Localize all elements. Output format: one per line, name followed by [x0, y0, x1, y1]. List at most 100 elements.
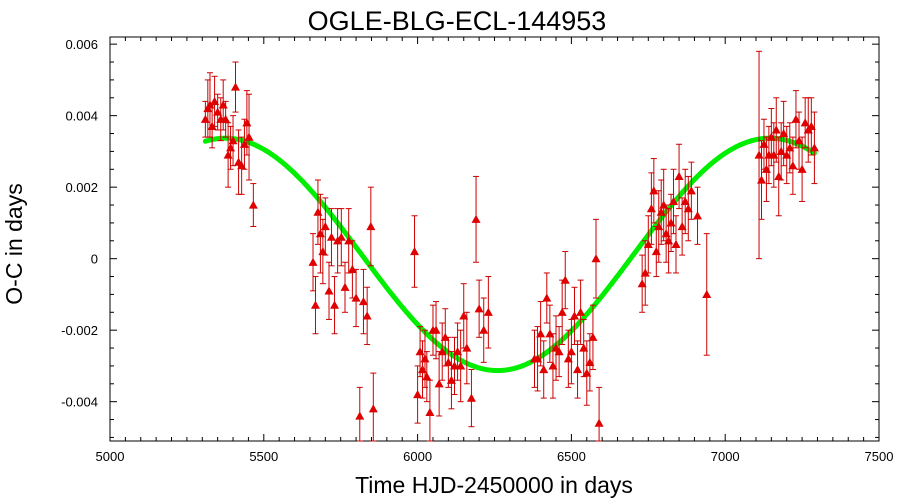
data-point: [776, 146, 786, 156]
data-point: [661, 229, 671, 238]
y-tick-label: 0.004: [65, 109, 98, 124]
axis-ticks: 5000 5500 6000 6500 7000 7500 -0.004 -0.002 0 0.0…: [61, 37, 893, 464]
data-point: [582, 368, 592, 377]
data-point: [771, 125, 781, 134]
data-point: [440, 332, 450, 341]
data-point: [573, 364, 583, 374]
data-point: [326, 232, 336, 241]
data-point: [420, 354, 430, 363]
data-point: [545, 329, 555, 338]
data-point: [669, 196, 679, 206]
data-point: [315, 229, 325, 238]
data-point: [471, 214, 481, 223]
fit-curve: [202, 135, 817, 374]
data-point: [355, 411, 365, 420]
data-point: [313, 207, 323, 216]
data-point: [330, 300, 340, 309]
data-point: [588, 332, 598, 341]
data-point: [318, 247, 328, 256]
data-point: [443, 357, 453, 366]
data-point: [368, 404, 378, 413]
data-point: [320, 221, 330, 231]
data-point: [563, 354, 573, 363]
plot-area: [109, 36, 880, 442]
data-point: [649, 186, 659, 195]
data-point: [671, 239, 681, 248]
data-point: [680, 196, 690, 206]
data-point: [431, 325, 441, 334]
data-point: [351, 293, 361, 302]
data-point: [466, 393, 476, 402]
data-point: [446, 375, 456, 384]
data-point: [425, 407, 435, 416]
data-point: [674, 171, 684, 181]
x-tick-label: 5500: [249, 449, 278, 464]
data-point: [594, 418, 604, 427]
data-point: [788, 161, 798, 170]
data-point: [453, 347, 463, 356]
chart-title: OGLE-BLG-ECL-144953: [308, 6, 607, 36]
data-point: [410, 247, 420, 256]
data-point: [754, 150, 764, 159]
x-tick-label: 7000: [711, 449, 740, 464]
x-tick-label: 6500: [557, 449, 586, 464]
y-axis-label: O-C in days: [1, 183, 27, 304]
data-point: [244, 132, 254, 141]
data-point: [548, 361, 558, 370]
data-point: [533, 354, 543, 363]
data-point: [591, 254, 601, 263]
data-point: [702, 289, 712, 299]
data-point: [677, 221, 687, 231]
y-tick-label: 0: [91, 252, 98, 267]
data-point: [637, 279, 647, 288]
data-point: [310, 300, 320, 309]
data-point: [797, 164, 807, 173]
data-point: [248, 200, 258, 209]
data-point: [231, 82, 241, 91]
data-point: [579, 343, 589, 352]
data-point: [666, 218, 676, 227]
data-point: [785, 143, 795, 152]
y-tick-label: 0.006: [65, 37, 98, 52]
data-point: [366, 221, 376, 231]
data-point: [479, 325, 489, 334]
data-point: [536, 329, 546, 338]
data-point: [693, 211, 703, 220]
data-point: [782, 150, 792, 159]
data-point: [576, 307, 586, 316]
data-point: [640, 268, 650, 277]
data-point: [237, 161, 247, 170]
data-point: [809, 143, 819, 152]
data-point: [422, 372, 432, 381]
data-point: [200, 114, 210, 123]
y-tick-label: -0.004: [61, 395, 98, 410]
data-point: [210, 96, 220, 105]
data-point: [806, 121, 816, 130]
data-point: [340, 282, 350, 291]
data-points-layer: [200, 50, 819, 442]
data-point: [686, 186, 696, 195]
data-point: [221, 114, 231, 123]
data-point: [213, 107, 223, 116]
data-point: [336, 232, 346, 241]
data-point: [560, 275, 570, 284]
data-point: [756, 175, 766, 184]
x-axis-label: Time HJD-2450000 in days: [355, 472, 633, 498]
data-point: [434, 379, 444, 388]
y-tick-label: 0.002: [65, 180, 98, 195]
x-tick-label: 6000: [403, 449, 432, 464]
data-point: [223, 150, 233, 159]
data-point: [774, 171, 784, 181]
data-point: [362, 311, 372, 320]
data-point: [483, 307, 493, 316]
x-tick-label: 7500: [865, 449, 894, 464]
data-point: [683, 204, 693, 213]
x-tick-label: 5000: [96, 449, 125, 464]
data-point: [566, 347, 576, 356]
data-point: [228, 136, 238, 145]
data-point: [791, 114, 801, 123]
data-point: [415, 347, 425, 356]
data-point: [779, 129, 789, 138]
data-point: [459, 311, 469, 320]
